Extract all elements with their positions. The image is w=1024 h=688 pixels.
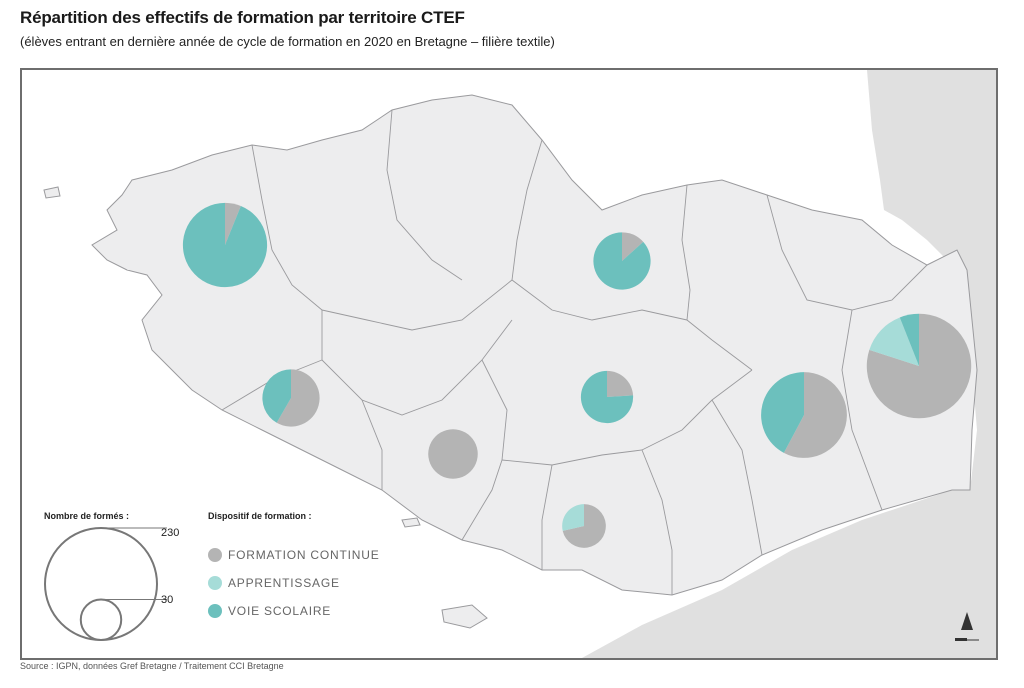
map-frame (20, 68, 998, 660)
territory-borders (221, 109, 928, 595)
pie-slice-brest-continue (225, 202, 241, 245)
territory-border (641, 449, 673, 595)
territory-border (321, 319, 513, 416)
territory-border (711, 399, 763, 556)
brittany-land (91, 94, 978, 596)
size-legend-max-label: 230 (161, 527, 180, 539)
legend-label: FORMATION CONTINUE (228, 548, 380, 562)
voie-scolaire-swatch (208, 604, 222, 618)
territory-border (681, 184, 753, 371)
pie-rennes (761, 372, 847, 458)
territory-border (386, 109, 463, 281)
pie-slice-vitre-apprentissage (869, 317, 919, 366)
page-title: Répartition des effectifs de formation p… (20, 8, 465, 27)
island-belle-ile (441, 604, 488, 629)
brittany-map (43, 70, 996, 658)
territory-border (766, 194, 928, 311)
apprentissage-swatch (208, 576, 222, 590)
territory-border (221, 310, 323, 411)
pie-slice-vitre-scolaire (899, 313, 919, 366)
pie-slice-lorient-continue (428, 429, 478, 479)
formation-continue-swatch (208, 548, 222, 562)
legend-label: VOIE SCOLAIRE (228, 604, 332, 618)
pie-slice-vannes-apprentissage (562, 504, 584, 531)
pie-slice-rennes-scolaire (761, 372, 804, 453)
type-legend-title: Dispositif de formation : (208, 511, 312, 521)
size-legend-circle-min (79, 598, 123, 641)
pie-slice-quimper-scolaire (262, 369, 291, 423)
pie-slice-rennes-continue (783, 372, 847, 458)
pie-slice-saint-brieuc-scolaire (593, 232, 651, 290)
territory-border (321, 279, 688, 331)
pie-slice-pontivy-continue (607, 370, 634, 397)
pie-quimper (262, 369, 320, 427)
size-legend (44, 527, 167, 641)
pie-vitre (866, 313, 972, 419)
pie-vannes (562, 504, 606, 548)
island-groix (401, 517, 421, 528)
pie-lorient (428, 429, 478, 479)
size-legend-title: Nombre de formés : (44, 511, 130, 521)
island-ouessant (43, 186, 61, 199)
size-legend-min-label: 30 (161, 594, 174, 606)
legend-label: APPRENTISSAGE (228, 576, 340, 590)
pie-layer (182, 202, 972, 548)
north-arrow-icon (955, 612, 979, 641)
pie-slice-pontivy-scolaire (580, 370, 634, 424)
legend-item-formation-continue: FORMATION CONTINUE (208, 548, 380, 562)
pie-pontivy (580, 370, 634, 424)
pie-slice-brest-scolaire (182, 202, 268, 288)
pie-slice-quimper-continue (276, 369, 320, 427)
territory-border (841, 309, 883, 511)
pie-slice-saint-brieuc-continue (622, 232, 644, 261)
source-note: Source : IGPN, données Gref Bretagne / T… (20, 661, 284, 671)
territory-border (251, 144, 323, 311)
territory-border (361, 399, 383, 490)
neighbor-land-pays-de-la-loire (582, 470, 996, 658)
size-legend-circle-max (44, 527, 158, 641)
territory-border (511, 139, 543, 281)
pie-slice-vannes-continue (562, 504, 606, 548)
legend-item-voie-scolaire: VOIE SCOLAIRE (208, 604, 331, 618)
pie-saint-brieuc (593, 232, 651, 290)
territory-border (541, 464, 553, 570)
legend-item-apprentissage: APPRENTISSAGE (208, 576, 340, 590)
neighbor-land-normandie (867, 70, 996, 658)
pie-brest (182, 202, 268, 288)
page-subtitle: (élèves entrant en dernière année de cyc… (20, 34, 555, 49)
